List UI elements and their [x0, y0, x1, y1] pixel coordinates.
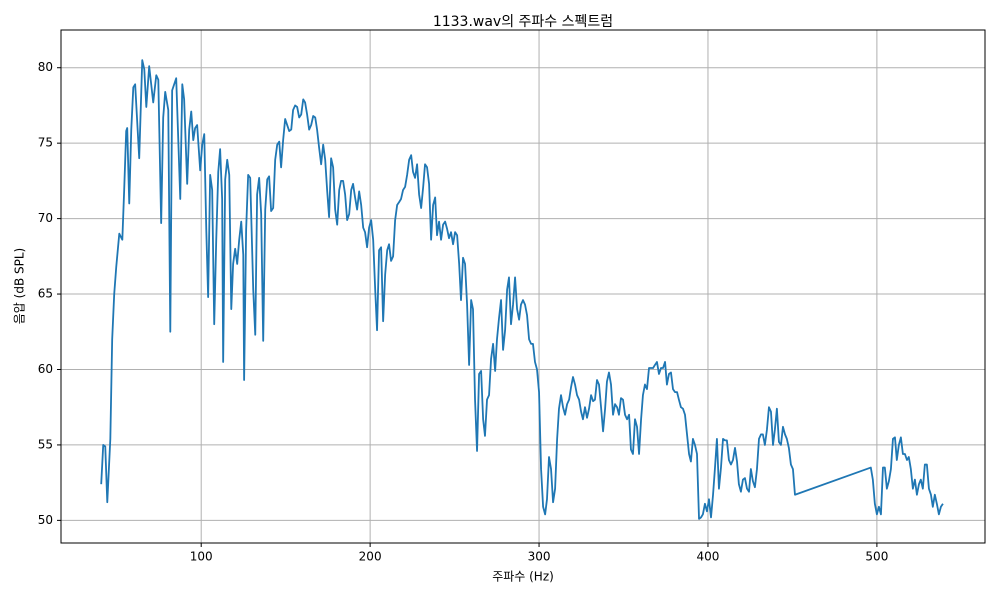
y-tick-label: 60 — [38, 362, 53, 376]
grid-layer — [61, 30, 985, 543]
chart-title: 1133.wav의 주파수 스펙트럼 — [433, 14, 613, 30]
y-axis-label: 음압 (dB SPL) — [13, 248, 27, 324]
y-tick-label: 80 — [38, 60, 53, 74]
y-tick-label: 50 — [38, 513, 53, 527]
y-tick-label: 75 — [38, 136, 53, 150]
x-tick-label: 100 — [190, 550, 213, 564]
x-tick-label: 400 — [697, 550, 720, 564]
y-tick-label: 55 — [38, 437, 53, 451]
x-tick-label: 500 — [865, 550, 888, 564]
x-tick-label: 300 — [528, 550, 551, 564]
plot-frame — [60, 29, 986, 544]
y-tick-label: 70 — [38, 211, 53, 225]
y-tick-label: 65 — [38, 287, 53, 301]
x-tick-label: 200 — [359, 550, 382, 564]
line-series — [100, 59, 944, 520]
x-axis-label: 주파수 (Hz) — [492, 570, 554, 584]
plot-layer — [100, 59, 944, 520]
